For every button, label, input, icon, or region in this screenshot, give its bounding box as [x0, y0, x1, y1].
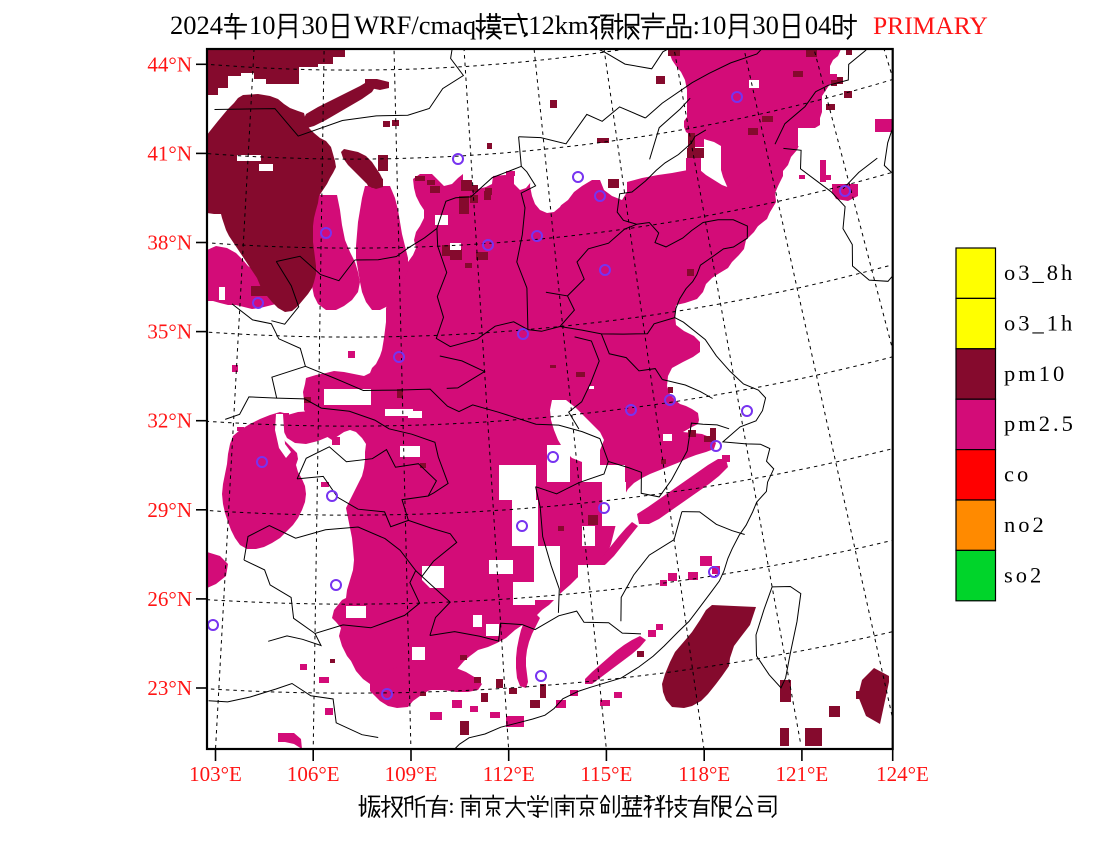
- svg-text:o3_8h: o3_8h: [1004, 260, 1075, 285]
- svg-text:121°E: 121°E: [776, 762, 829, 786]
- svg-text::: :: [693, 10, 700, 40]
- svg-text:29°N: 29°N: [147, 498, 192, 522]
- svg-text:124°E: 124°E: [876, 762, 929, 786]
- svg-text:so2: so2: [1004, 562, 1044, 587]
- svg-text:41°N: 41°N: [147, 141, 192, 165]
- svg-text:103°E: 103°E: [189, 762, 242, 786]
- svg-text:23°N: 23°N: [147, 676, 192, 700]
- svg-text:44°N: 44°N: [147, 52, 192, 76]
- svg-text:26°N: 26°N: [147, 587, 192, 611]
- svg-text:115°E: 115°E: [580, 762, 632, 786]
- svg-text:o3_1h: o3_1h: [1004, 310, 1075, 335]
- svg-text:pm2.5: pm2.5: [1004, 411, 1076, 436]
- svg-text:12km: 12km: [528, 10, 589, 40]
- svg-text:|: |: [550, 793, 554, 818]
- svg-text:106°E: 106°E: [287, 762, 340, 786]
- svg-text:118°E: 118°E: [678, 762, 730, 786]
- svg-text::: :: [448, 793, 454, 818]
- svg-text:10: 10: [249, 10, 276, 40]
- svg-text:30: 30: [752, 10, 779, 40]
- svg-text:pm10: pm10: [1004, 361, 1067, 386]
- svg-text:32°N: 32°N: [147, 409, 192, 433]
- svg-text:WRF/cmaq: WRF/cmaq: [354, 10, 476, 40]
- svg-text:112°E: 112°E: [483, 762, 535, 786]
- svg-text:PRIMARY: PRIMARY: [873, 11, 988, 40]
- svg-text:30: 30: [302, 10, 329, 40]
- svg-text:109°E: 109°E: [385, 762, 438, 786]
- svg-text:no2: no2: [1004, 512, 1047, 537]
- svg-text:38°N: 38°N: [147, 231, 192, 255]
- svg-text:10: 10: [700, 10, 727, 40]
- svg-text:04: 04: [805, 10, 832, 40]
- svg-text:2024: 2024: [170, 10, 223, 40]
- svg-text:35°N: 35°N: [147, 320, 192, 344]
- svg-text:co: co: [1004, 462, 1031, 487]
